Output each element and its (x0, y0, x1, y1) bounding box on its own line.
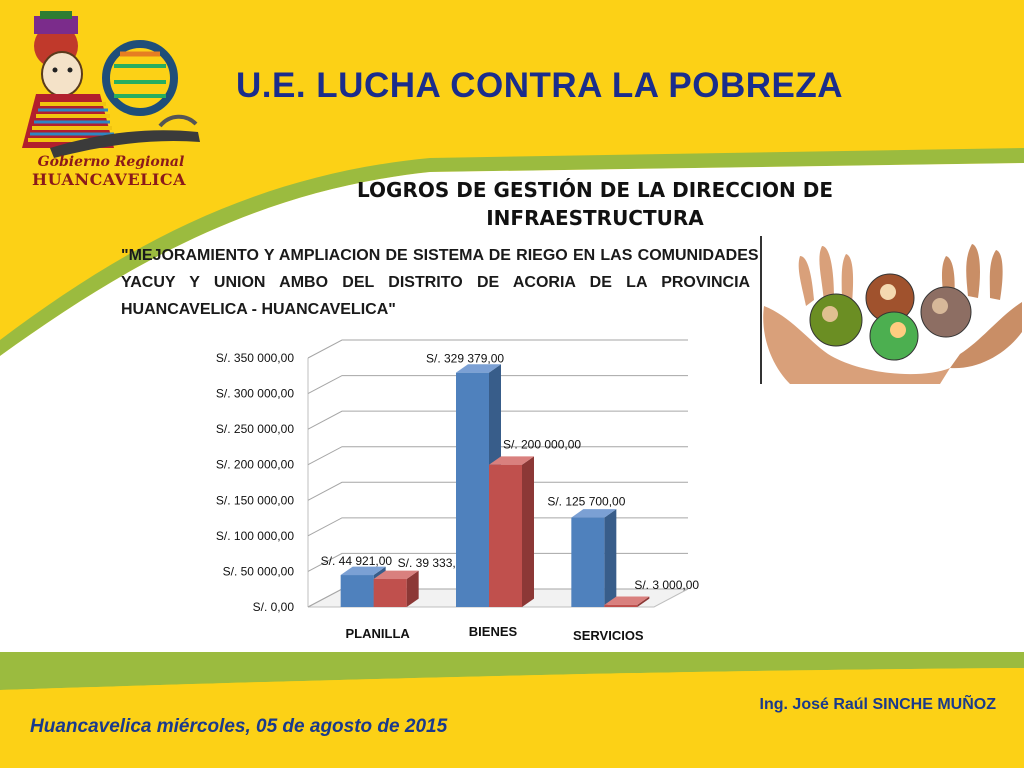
y-tick-label: S/. 100 000,00 (216, 529, 294, 543)
data-label: S/. 44 921,00 (321, 554, 393, 568)
bar-side (637, 596, 650, 607)
y-tick-label: S/. 300 000,00 (216, 387, 294, 401)
project-description: "MEJORAMIENTO Y AMPLIACION DE SISTEMA DE… (121, 247, 786, 318)
bar (571, 517, 605, 607)
presentation-date: Huancavelica miércoles, 05 de agosto de … (30, 716, 448, 737)
bar-side (522, 456, 534, 607)
bar-top (489, 456, 534, 465)
bar-top (373, 570, 419, 580)
logo-text-line2: HUANCAVELICA (31, 170, 187, 189)
bar (340, 575, 374, 607)
chart-gridline (307, 375, 688, 395)
bar-top (340, 566, 386, 576)
bar-side (604, 509, 617, 607)
y-tick-label: S/. 0,00 (253, 600, 295, 614)
bar (604, 604, 638, 607)
hands-photo-illustration (760, 236, 1024, 384)
data-label: S/. 200 000,00 (503, 438, 581, 452)
data-label: S/. 125 700,00 (547, 495, 625, 509)
data-label: S/. 39 333,96 (398, 556, 470, 570)
chart-gridline (307, 446, 688, 466)
x-category-label: SERVICIOS (573, 628, 644, 643)
bar-top (571, 509, 617, 518)
author-name: Ing. José Raúl SINCHE MUÑOZ (759, 696, 996, 713)
x-category-label: BIENES (469, 624, 518, 639)
data-label: S/. 329 379,00 (426, 352, 504, 366)
logo-text-line1: Gobierno Regional (37, 154, 185, 170)
bar (489, 464, 522, 607)
bar-top (456, 364, 501, 373)
page-title: U.E. LUCHA CONTRA LA POBREZA (236, 66, 844, 105)
bar (373, 579, 407, 607)
bar (456, 372, 489, 607)
data-label: S/. 3 000,00 (634, 578, 699, 592)
y-tick-label: S/. 150 000,00 (216, 493, 294, 507)
chart-gridline (307, 339, 688, 359)
chart-gridline (307, 410, 688, 430)
bar-side (406, 570, 419, 607)
bar-top (604, 596, 650, 605)
y-tick-label: S/. 200 000,00 (216, 458, 294, 472)
x-category-label: PLANILLA (346, 626, 411, 641)
y-tick-label: S/. 50 000,00 (223, 564, 295, 578)
y-tick-label: S/. 350 000,00 (216, 351, 294, 365)
chart-gridline (307, 481, 688, 501)
slide-subtitle: LOGROS DE GESTIÓN DE LA DIRECCION DE INF… (357, 178, 833, 230)
gobierno-regional-logo (22, 11, 200, 158)
y-tick-label: S/. 250 000,00 (216, 422, 294, 436)
